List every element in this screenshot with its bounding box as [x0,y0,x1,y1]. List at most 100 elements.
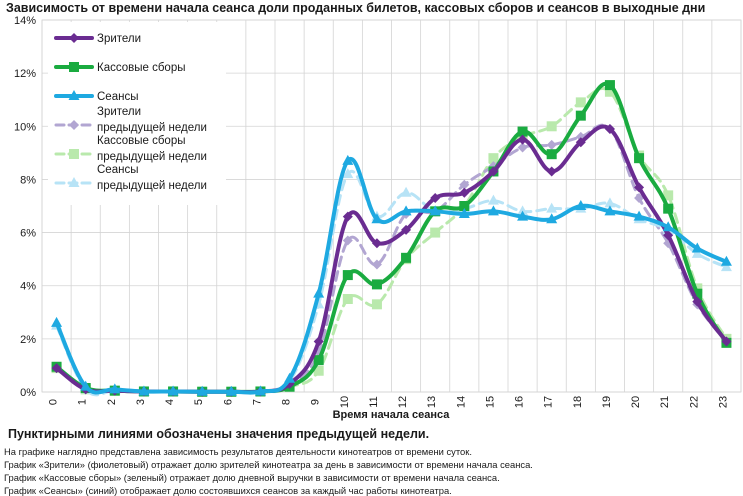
x-tick-label: 14 [455,396,467,408]
x-axis-title: Время начала сеанса [333,409,451,421]
description-line: На графике наглядно представлена зависим… [4,446,472,457]
data-point [371,213,383,224]
data-point [575,200,587,210]
data-point [225,385,237,396]
data-point [254,385,266,396]
data-point [284,372,296,383]
data-point [634,182,645,193]
data-point [371,279,382,290]
data-point [517,126,528,137]
x-tick-label: 2 [106,399,118,405]
data-point [662,221,674,232]
data-point [401,224,412,235]
data-point [109,383,121,394]
y-tick-label: 12% [14,68,36,80]
y-axis-ticks: 0% 2% 4% 6% 8% 10% 12% 14% [14,15,36,399]
legend-label: Кассовые сборы [97,62,185,74]
y-tick-label: 8% [20,174,36,186]
data-point [604,197,616,208]
data-point [546,121,557,132]
x-tick-label: 9 [310,399,322,405]
x-tick-label: 10 [339,396,351,408]
x-tick-label: 19 [601,396,613,408]
data-point [313,355,324,366]
data-point [633,210,645,221]
data-point [371,238,382,249]
data-point [69,33,79,43]
x-tick-label: 16 [514,396,526,408]
data-point [342,294,353,304]
data-point [51,363,62,374]
x-tick-label: 1 [77,399,89,405]
legend: Зрители Кассовые сборы Сеансы Зрители предыд… [48,22,226,205]
data-point [371,259,382,270]
data-point [692,296,703,307]
x-tick-label: 21 [659,396,671,408]
description-line: График «Зрители» (фиолетовый) отражает д… [4,459,533,470]
x-tick-label: 4 [164,399,176,405]
y-tick-label: 2% [20,334,36,346]
data-point [604,123,615,134]
data-point [604,86,615,97]
x-tick-label: 5 [193,399,205,405]
data-point [634,153,645,164]
y-tick-label: 4% [20,281,36,293]
x-tick-label: 15 [484,396,496,408]
data-point [400,186,412,197]
data-point [313,336,324,347]
data-point [692,283,703,294]
legend-label: Зрители [97,106,141,118]
legend-label: предыдущей недели [97,151,207,163]
data-point [429,205,441,216]
data-point [196,385,208,396]
data-point [517,134,528,145]
data-point [401,252,412,263]
legend-label: Сеансы [97,164,138,176]
data-point [575,97,586,108]
data-point [430,227,441,238]
x-tick-label: 22 [688,396,700,408]
data-point [546,139,557,150]
data-point [663,190,674,201]
data-point [721,336,732,347]
data-point [546,166,557,177]
dashed-lines-note: Пунктирными линиями обозначены значения … [8,427,430,441]
series-2 [51,154,732,396]
data-point [167,385,179,396]
data-point [342,270,353,281]
series-lines [51,80,732,397]
y-tick-label: 6% [20,228,36,240]
data-point [68,177,80,187]
legend-label: Зрители [97,33,141,45]
x-tick-label: 6 [222,399,234,405]
description-line: График «Кассовые сборы» (зеленый) отража… [4,472,500,483]
chart-title: Зависимость от времени начала сеанса дол… [6,1,706,15]
legend-label: Сеансы [97,91,138,103]
x-tick-label: 23 [717,396,729,408]
data-point [313,287,325,298]
data-point [575,110,586,121]
data-point [691,242,703,253]
data-point [342,168,354,179]
line-chart: 0%2%4%6%8%10%12%14% 0 1 2 3 4 5 6 7 8 9 10 11 12 13 14… [14,15,742,421]
data-point [663,203,674,214]
data-point [138,385,150,396]
x-tick-label: 3 [135,399,147,405]
data-point [459,179,470,190]
x-tick-label: 20 [630,396,642,408]
x-tick-label: 17 [543,396,555,408]
x-tick-label: 18 [572,396,584,408]
data-point [517,210,529,221]
data-point [546,213,558,224]
data-point [69,62,79,72]
data-point [604,205,616,216]
data-point [663,230,674,241]
data-point [342,154,354,165]
data-point [458,207,470,218]
x-axis-ticks: 0 1 2 3 4 5 6 7 8 9 10 11 12 13 14 15 16 17 18 19 20 21 22 23 [48,396,730,408]
data-point [487,194,499,205]
data-point [546,149,557,160]
data-point [517,205,529,216]
data-point [488,153,499,164]
data-point [488,166,499,177]
